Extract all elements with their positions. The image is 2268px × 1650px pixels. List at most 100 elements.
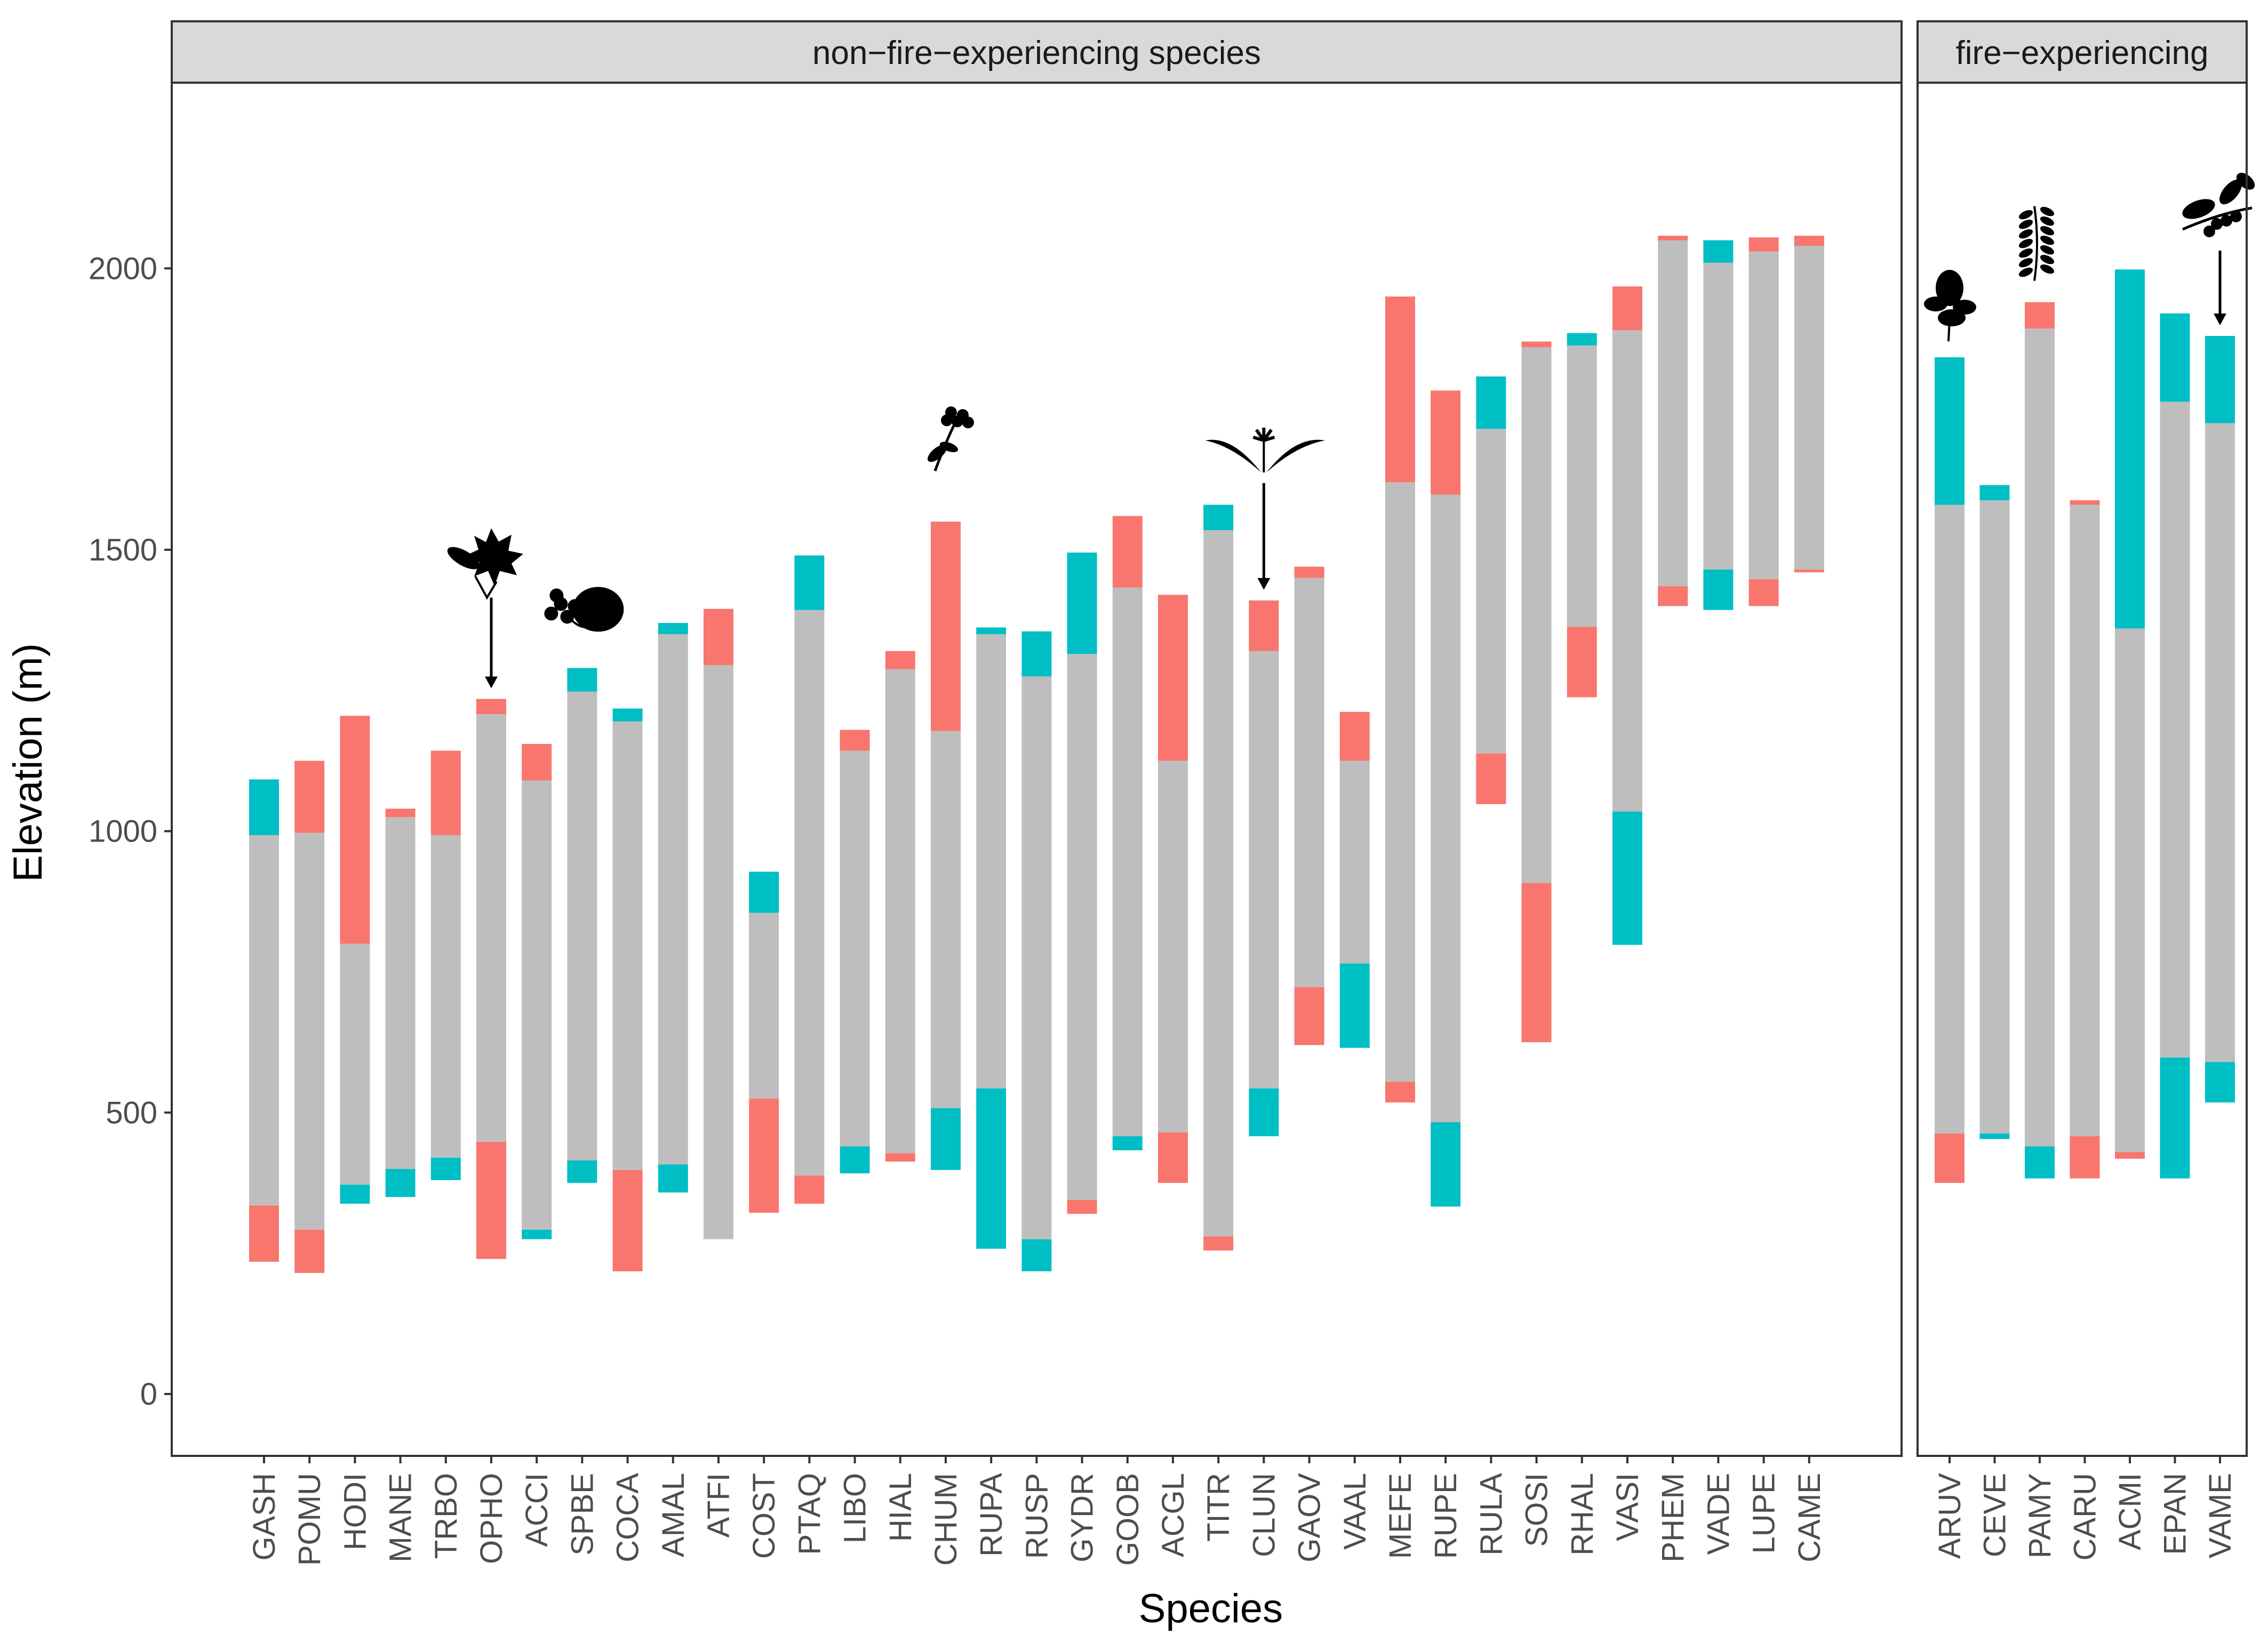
- x-tick-label: LUPE: [1747, 1473, 1782, 1554]
- bar-segment-salmon: [476, 699, 506, 715]
- arrow-head: [1257, 578, 1271, 590]
- bar-segment-core: [840, 750, 870, 1147]
- bar-segment-core: [1067, 654, 1097, 1200]
- leaflet-shape: [2040, 264, 2055, 274]
- bar-segment-core: [1158, 760, 1188, 1133]
- y-tick-label: 2000: [89, 251, 157, 286]
- bar-segment-core: [1294, 578, 1324, 987]
- lily-icon: [1205, 427, 1325, 472]
- bar-segment-core: [1112, 587, 1143, 1136]
- bar-segment-core: [704, 665, 733, 1239]
- leaf-shape: [1924, 297, 1947, 311]
- bar-segment-core: [2115, 628, 2145, 1152]
- species-bar: [1203, 504, 1234, 1251]
- bar-segment-core: [1476, 429, 1506, 754]
- bar-segment-teal: [1935, 357, 1964, 505]
- x-tick-label: MANE: [384, 1473, 418, 1563]
- x-axis-title: Species: [1139, 1586, 1283, 1631]
- bar-segment-teal: [1203, 504, 1234, 530]
- x-tick-label: ACGL: [1156, 1473, 1191, 1557]
- panels-layer: non−fire−experiencing species GASH POMU HOD…: [171, 20, 2255, 1566]
- bar-segment-salmon: [749, 1098, 779, 1213]
- facet-strip-label: non−fire−experiencing species: [812, 35, 1261, 71]
- species-bar: [1339, 711, 1370, 1048]
- bar-segment-teal: [749, 871, 779, 913]
- facet-strip: [171, 20, 1903, 84]
- bar-segment-salmon: [1294, 987, 1324, 1045]
- bar-segment-core: [749, 912, 779, 1099]
- bar-segment-core: [885, 669, 915, 1154]
- leaf-shape: [1936, 270, 1963, 306]
- bar-segment-salmon: [885, 651, 915, 669]
- species-bar: [2115, 269, 2145, 1159]
- bar-segment-salmon: [1339, 711, 1370, 761]
- x-tick-label: TRBO: [429, 1473, 464, 1559]
- species-bar: [1294, 566, 1324, 1045]
- bar-segment-teal: [2160, 313, 2190, 402]
- bar-segment-core: [1703, 262, 1734, 570]
- species-bar: [476, 699, 506, 1259]
- x-tick-label: CAME: [1792, 1473, 1827, 1563]
- bar-segment-core: [1794, 246, 1824, 570]
- bar-segment-core: [1431, 494, 1461, 1123]
- species-bar: [1935, 357, 1964, 1183]
- berry-shape: [568, 599, 582, 613]
- bar-segment-salmon: [840, 730, 870, 751]
- bar-segment-teal: [840, 1146, 870, 1174]
- y-tick-label: 500: [106, 1095, 157, 1130]
- bar-segment-salmon: [1158, 1132, 1188, 1183]
- flower-shape: [1252, 427, 1275, 442]
- x-tick-label: MEFE: [1383, 1473, 1418, 1559]
- bar-segment-teal: [612, 708, 643, 722]
- x-tick-label: GOOB: [1111, 1473, 1145, 1566]
- species-bar: [522, 744, 552, 1239]
- species-bar: [1567, 333, 1597, 698]
- bar-segment-teal: [658, 1164, 688, 1193]
- bar-segment-salmon: [1476, 753, 1506, 804]
- species-bar: [1067, 552, 1097, 1214]
- leaf-shape: [1266, 439, 1325, 472]
- bar-segment-teal: [2115, 269, 2145, 629]
- bar-segment-teal: [1021, 1239, 1052, 1271]
- bar-segment-salmon: [885, 1153, 915, 1162]
- leaf-shape: [939, 442, 959, 452]
- bar-segment-salmon: [1935, 1133, 1964, 1183]
- broad-leaf-icon: [1924, 270, 1976, 342]
- species-bar: [567, 668, 597, 1183]
- x-tick-label: ARUV: [1932, 1473, 1967, 1559]
- bar-segment-teal: [976, 627, 1007, 635]
- bar-segment-teal: [522, 1229, 552, 1239]
- bar-segment-teal: [2205, 335, 2235, 423]
- bar-segment-core: [430, 835, 461, 1158]
- bar-segment-teal: [1021, 631, 1052, 677]
- bar-segment-core: [612, 721, 643, 1170]
- leaflet-shape: [2018, 267, 2033, 277]
- bar-segment-core: [567, 691, 597, 1160]
- berry-shape: [544, 606, 558, 621]
- x-tick-label: CHUM: [929, 1473, 963, 1566]
- bar-segment-salmon: [1794, 236, 1824, 246]
- x-tick-label: CEVE: [1978, 1473, 2013, 1557]
- bar-segment-core: [385, 817, 416, 1169]
- berry-shape: [2203, 225, 2215, 237]
- stem-shape: [570, 619, 594, 628]
- leaflet-shape: [2018, 229, 2033, 239]
- bar-segment-salmon: [2070, 1136, 2100, 1179]
- species-bar: [2025, 302, 2055, 1179]
- bar-segment-salmon: [1521, 883, 1552, 1043]
- bar-segment-salmon: [249, 1205, 279, 1262]
- x-tick-label: HIAL: [883, 1473, 918, 1542]
- x-tick-label: SOSI: [1520, 1473, 1554, 1547]
- bar-segment-teal: [249, 779, 279, 835]
- bar-segment-core: [1249, 651, 1279, 1088]
- x-tick-label: LIBO: [838, 1473, 873, 1543]
- bar-segment-teal: [1431, 1122, 1461, 1207]
- leaf-shape: [1938, 309, 1966, 326]
- species-bar: [340, 716, 370, 1204]
- bar-segment-teal: [1476, 376, 1506, 429]
- bar-segment-salmon: [2115, 1152, 2145, 1159]
- bar-segment-core: [1935, 504, 1964, 1134]
- x-tick-label: HODI: [338, 1473, 372, 1550]
- bar-segment-teal: [1249, 1088, 1279, 1136]
- species-bar: [294, 760, 325, 1273]
